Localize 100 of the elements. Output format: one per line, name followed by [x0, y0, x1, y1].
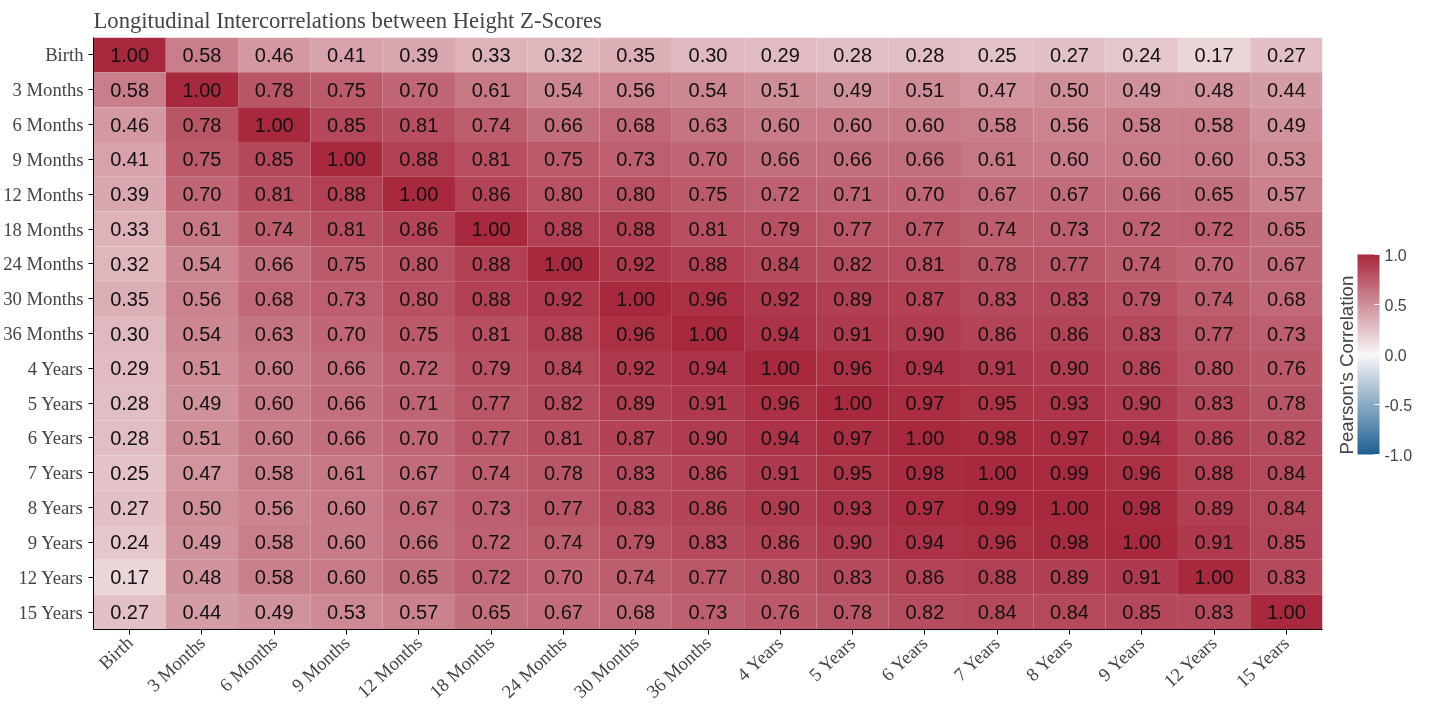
data-label: 0.81 [399, 113, 439, 136]
data-label: 0.54 [182, 252, 222, 275]
data-label: 0.81 [471, 148, 511, 171]
data-label: 0.29 [110, 357, 150, 380]
data-label: 0.60 [1194, 148, 1234, 171]
data-label: 0.74 [977, 218, 1017, 241]
data-label: 0.92 [616, 357, 656, 380]
data-label: 0.70 [327, 322, 366, 345]
data-label: 0.90 [1122, 392, 1162, 415]
data-label: 0.88 [471, 252, 511, 275]
data-label: 0.75 [182, 148, 222, 171]
data-label: 0.83 [1122, 322, 1162, 345]
data-label: 0.80 [1194, 357, 1234, 380]
data-label: 0.25 [110, 461, 150, 484]
data-label: 0.91 [1194, 531, 1234, 554]
y-tick-label: 24 Months [3, 253, 84, 275]
data-label: 0.88 [1194, 461, 1234, 484]
y-tick-label: 8 Years [27, 497, 83, 519]
data-label: 0.28 [110, 426, 150, 449]
data-label: 0.83 [1050, 287, 1089, 310]
data-label: 0.28 [905, 43, 945, 66]
data-label: 1.00 [616, 287, 656, 310]
data-label: 0.81 [688, 218, 728, 241]
x-tick-label: 7 Years [949, 632, 1004, 686]
color-bar-label: 1.0 [1384, 246, 1407, 264]
data-label: 0.30 [688, 43, 728, 66]
data-label: 1.00 [905, 426, 945, 449]
data-label: 0.98 [977, 426, 1017, 449]
data-label: 0.57 [1266, 183, 1306, 206]
data-label: 0.44 [182, 601, 222, 624]
data-label: 0.50 [182, 496, 222, 519]
data-label: 0.89 [1194, 496, 1234, 519]
data-label: 0.28 [110, 392, 150, 415]
data-label: 0.87 [905, 287, 945, 310]
data-label: 0.92 [760, 287, 800, 310]
data-label: 0.77 [471, 426, 511, 449]
data-label: 0.49 [254, 601, 294, 624]
data-label: 0.66 [543, 113, 583, 136]
data-label: 0.49 [1122, 78, 1162, 101]
data-label: 0.71 [399, 392, 439, 415]
data-label: 0.58 [1122, 113, 1162, 136]
data-label: 0.80 [399, 287, 439, 310]
data-label: 0.92 [616, 252, 656, 275]
data-label: 0.74 [471, 113, 511, 136]
data-label: 0.90 [688, 426, 728, 449]
data-label: 0.88 [327, 183, 366, 206]
data-label: 0.91 [1122, 566, 1162, 589]
data-label: 0.95 [977, 392, 1017, 415]
data-label: 0.82 [905, 601, 945, 624]
data-label: 0.74 [1122, 252, 1162, 275]
data-label: 0.84 [1266, 496, 1306, 519]
data-label: 0.58 [254, 461, 294, 484]
data-label: 0.60 [833, 113, 873, 136]
data-label: 0.68 [254, 287, 294, 310]
data-label: 0.83 [1194, 601, 1234, 624]
data-label: 0.94 [905, 531, 945, 554]
data-label: 0.48 [182, 566, 222, 589]
data-label: 0.86 [688, 496, 728, 519]
data-label: 0.79 [1122, 287, 1162, 310]
data-label: 0.88 [977, 566, 1017, 589]
data-label: 0.78 [833, 601, 873, 624]
data-label: 0.73 [616, 148, 656, 171]
data-label: 0.49 [182, 531, 222, 554]
data-label: 0.96 [760, 392, 800, 415]
y-tick-label: 9 Months [12, 148, 84, 170]
data-label: 0.97 [1050, 426, 1089, 449]
data-label: 0.88 [688, 252, 728, 275]
data-label: 0.94 [1122, 426, 1162, 449]
data-label: 0.60 [327, 496, 366, 519]
data-label: 0.51 [760, 78, 800, 101]
data-label: 0.98 [1050, 531, 1089, 554]
data-label: 0.96 [833, 357, 873, 380]
data-label: 0.78 [254, 78, 294, 101]
data-label: 0.94 [760, 322, 800, 345]
data-label: 0.88 [543, 322, 583, 345]
data-label: 0.78 [977, 252, 1017, 275]
data-label: 0.75 [543, 148, 583, 171]
data-label: 0.81 [327, 218, 366, 241]
data-label: 0.70 [182, 183, 222, 206]
data-label: 0.80 [399, 252, 439, 275]
data-label: 0.75 [399, 322, 439, 345]
data-label: 1.00 [1194, 566, 1234, 589]
data-label: 0.65 [1194, 183, 1234, 206]
y-tick-label: 6 Months [12, 114, 84, 136]
data-label: 0.72 [399, 357, 439, 380]
data-label: 0.84 [1266, 461, 1306, 484]
data-label: 0.60 [327, 566, 366, 589]
data-label: 0.77 [1050, 252, 1089, 275]
data-label: 0.60 [1122, 148, 1162, 171]
data-label: 0.77 [1194, 322, 1234, 345]
y-tick-label: 15 Years [18, 601, 83, 623]
data-label: 0.29 [760, 43, 800, 66]
data-label: 1.00 [110, 43, 150, 66]
data-label: 0.68 [616, 113, 656, 136]
data-label: 0.25 [977, 43, 1017, 66]
data-label: 0.67 [1050, 183, 1089, 206]
data-label: 0.75 [688, 183, 728, 206]
chart-title: Longitudinal Intercorrelations between Height Z-Scores [93, 7, 602, 33]
data-label: 0.98 [1122, 496, 1162, 519]
data-label: 0.46 [254, 43, 294, 66]
